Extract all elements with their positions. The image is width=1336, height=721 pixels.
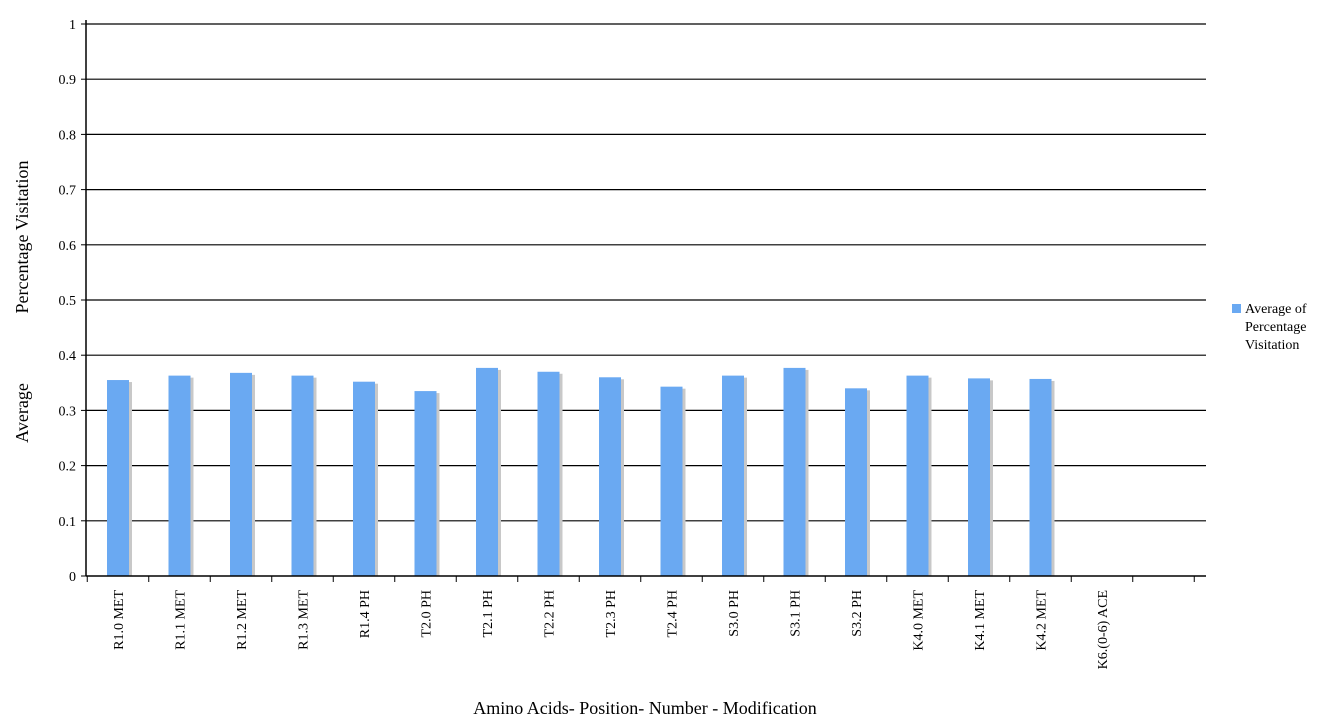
y-tick-label: 0.4 <box>59 349 77 364</box>
x-tick-label: R1.0 MET <box>112 590 127 650</box>
y-tick-label: 0 <box>69 570 76 585</box>
x-tick-label: S3.2 PH <box>850 590 865 637</box>
legend-label-line-2: Percentage <box>1245 320 1306 335</box>
legend: Average of Percentage Visitation <box>1232 302 1307 353</box>
bar <box>968 378 990 576</box>
bar <box>599 377 621 576</box>
x-tick-label: T2.3 PH <box>604 590 619 637</box>
bar <box>845 388 867 576</box>
legend-label-line-1: Average of <box>1245 302 1307 317</box>
x-tick-label: K4.0 MET <box>912 590 927 651</box>
x-tick-label: K4.2 MET <box>1035 590 1050 651</box>
x-tick-label: R1.4 PH <box>358 590 373 638</box>
y-tick-label: 0.6 <box>59 239 77 254</box>
bar <box>783 367 806 576</box>
legend-label-line-3: Visitation <box>1245 338 1299 353</box>
bar <box>476 367 498 576</box>
x-tick-label: T2.4 PH <box>666 590 681 637</box>
x-axis-title: Amino Acids- Position- Number - Modifica… <box>473 698 816 718</box>
x-tick-label: R1.1 MET <box>174 590 189 650</box>
axes <box>85 20 1206 577</box>
y-tick-label: 0.9 <box>59 73 77 88</box>
y-tick-label: 0.7 <box>59 184 77 199</box>
y-tick-label: 0.5 <box>59 294 77 309</box>
x-tick-label: S3.1 PH <box>789 590 804 637</box>
y-axis-title-line-1: Average <box>12 383 32 443</box>
bar <box>537 371 560 576</box>
x-tick-label: R1.3 MET <box>297 590 312 650</box>
bar <box>906 375 929 576</box>
legend-swatch <box>1232 304 1241 313</box>
bars <box>107 367 1055 576</box>
gridlines <box>86 23 1206 522</box>
y-axis-ticks: 0 0.1 0.2 0.3 0.4 0.5 0.6 0.7 0.8 0.9 1 <box>59 18 86 585</box>
x-tick-label: T2.1 PH <box>481 590 496 637</box>
x-tick-label: K6.(0-6) ACE <box>1096 590 1111 669</box>
bar <box>291 375 314 576</box>
x-tick-label: R1.2 MET <box>235 590 250 650</box>
bar <box>660 386 683 576</box>
bar <box>230 372 252 576</box>
bar <box>722 375 744 576</box>
y-tick-label: 0.1 <box>59 515 77 530</box>
y-tick-label: 1 <box>69 18 76 33</box>
x-tick-label: T2.2 PH <box>543 590 558 637</box>
y-tick-label: 0.8 <box>59 128 77 143</box>
y-axis-title-line-2: Percentage Visitation <box>12 160 32 313</box>
x-tick-label: S3.0 PH <box>727 590 742 637</box>
x-tick-label: K4.1 MET <box>973 590 988 651</box>
y-tick-label: 0.3 <box>59 404 77 419</box>
bar <box>107 380 129 576</box>
y-tick-label: 0.2 <box>59 460 77 475</box>
bar <box>414 391 437 576</box>
x-axis-ticks: R1.0 MET R1.1 MET R1.2 MET R1.3 MET R1.4 PH T… <box>86 576 1195 669</box>
bar <box>1029 378 1052 576</box>
bar <box>353 381 375 576</box>
bar <box>168 375 191 576</box>
x-tick-label: T2.0 PH <box>420 590 435 637</box>
